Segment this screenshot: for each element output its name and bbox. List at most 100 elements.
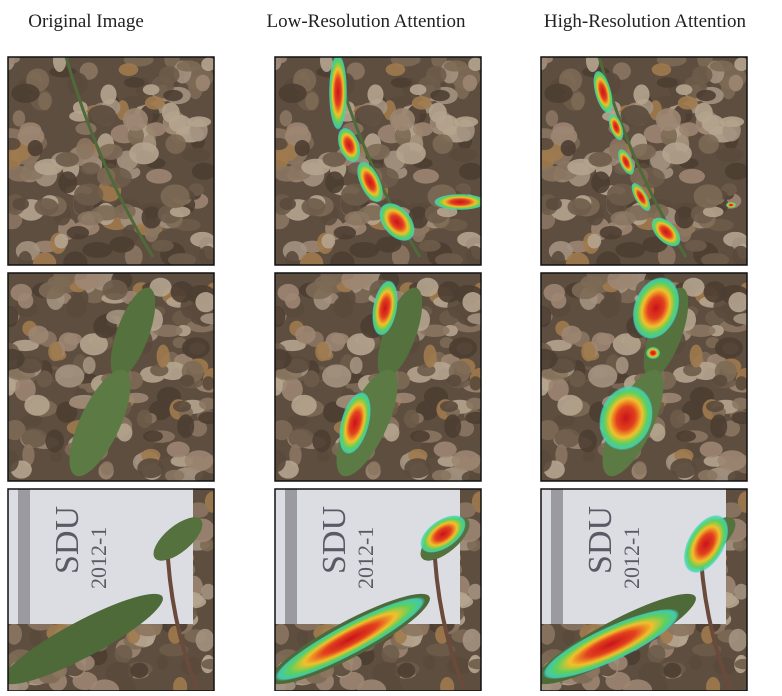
label-stripe (551, 489, 563, 624)
pebble (698, 470, 717, 482)
pebble (562, 630, 574, 645)
pebble (670, 458, 697, 478)
pebble (11, 84, 39, 103)
pebble (530, 349, 558, 370)
photo-text: 2012-1 (619, 527, 644, 589)
pebble (170, 206, 191, 217)
pebble (67, 226, 89, 240)
pebble (196, 75, 210, 92)
pebble (710, 414, 727, 438)
photo-panel (264, 265, 493, 484)
pebble (180, 375, 195, 387)
pebble (434, 441, 457, 457)
pebble (18, 293, 33, 309)
pebble (171, 281, 194, 303)
pebble (201, 659, 221, 670)
pebble (270, 138, 288, 150)
pebble (288, 414, 309, 426)
pebble (561, 140, 576, 156)
pebble (350, 357, 363, 374)
pebble (280, 198, 296, 210)
pebble (710, 60, 734, 71)
pebble (74, 183, 103, 205)
pebble (599, 297, 619, 319)
pebble (192, 163, 216, 180)
pebble (177, 414, 194, 438)
pebble (381, 645, 399, 663)
pebble (462, 292, 483, 312)
pebble (689, 655, 701, 670)
pebble (101, 461, 114, 475)
pebble (728, 292, 749, 312)
pebble (600, 226, 622, 240)
pebble (444, 414, 461, 438)
pebble (419, 240, 441, 252)
pebble (459, 163, 483, 180)
pebble (76, 138, 94, 160)
pebble (432, 470, 451, 482)
pebble (100, 84, 116, 104)
pebble (664, 663, 682, 679)
pebble (718, 450, 747, 471)
pebble (596, 251, 620, 274)
pebble (28, 326, 49, 344)
pebble (182, 337, 210, 358)
pebble (467, 313, 493, 324)
pebble (325, 171, 344, 193)
pebble (647, 645, 665, 663)
pebble (161, 184, 190, 208)
pebble (7, 166, 32, 182)
pebble (145, 96, 165, 110)
pebble (291, 395, 316, 416)
pebble (39, 281, 66, 299)
pebble (146, 122, 166, 136)
pebble (734, 584, 748, 600)
attention-blob (434, 194, 486, 210)
attention-blob (726, 202, 736, 208)
pebble (266, 54, 287, 64)
pebble (546, 198, 562, 210)
pebble (38, 92, 51, 110)
pebble (679, 122, 699, 136)
pebble (410, 84, 427, 95)
pebble (21, 429, 47, 448)
pebble (3, 138, 21, 150)
pebble (142, 206, 162, 228)
pebble (137, 458, 164, 478)
pebble (588, 152, 612, 167)
pebble (285, 293, 300, 309)
photo-text: 2012-1 (86, 527, 111, 589)
pebble (540, 166, 565, 182)
pebble (29, 630, 41, 645)
pebble (700, 441, 723, 457)
pebble (317, 451, 330, 463)
pebble (48, 342, 62, 362)
label-stripe (18, 489, 30, 624)
pebble (735, 376, 747, 390)
pebble (696, 90, 716, 101)
pebble (615, 242, 645, 258)
pebble (424, 344, 437, 367)
pebble (123, 108, 148, 131)
attention-blob (329, 54, 347, 130)
pebble (676, 430, 696, 442)
pebble (74, 269, 98, 290)
pebble (657, 77, 678, 87)
pebble (119, 63, 139, 76)
photo-panel (530, 49, 750, 275)
pebble (536, 138, 554, 150)
photo-panel (0, 49, 217, 275)
pebble (296, 630, 308, 645)
pebble (55, 364, 84, 387)
pebble (315, 342, 329, 362)
pebble (554, 414, 575, 426)
pebble (55, 152, 79, 167)
pebble (312, 430, 331, 453)
pebble (725, 163, 749, 180)
pebble (114, 645, 132, 663)
pebble (390, 108, 415, 131)
pebble (698, 134, 718, 154)
pebble (685, 240, 707, 252)
pebble (34, 198, 58, 215)
